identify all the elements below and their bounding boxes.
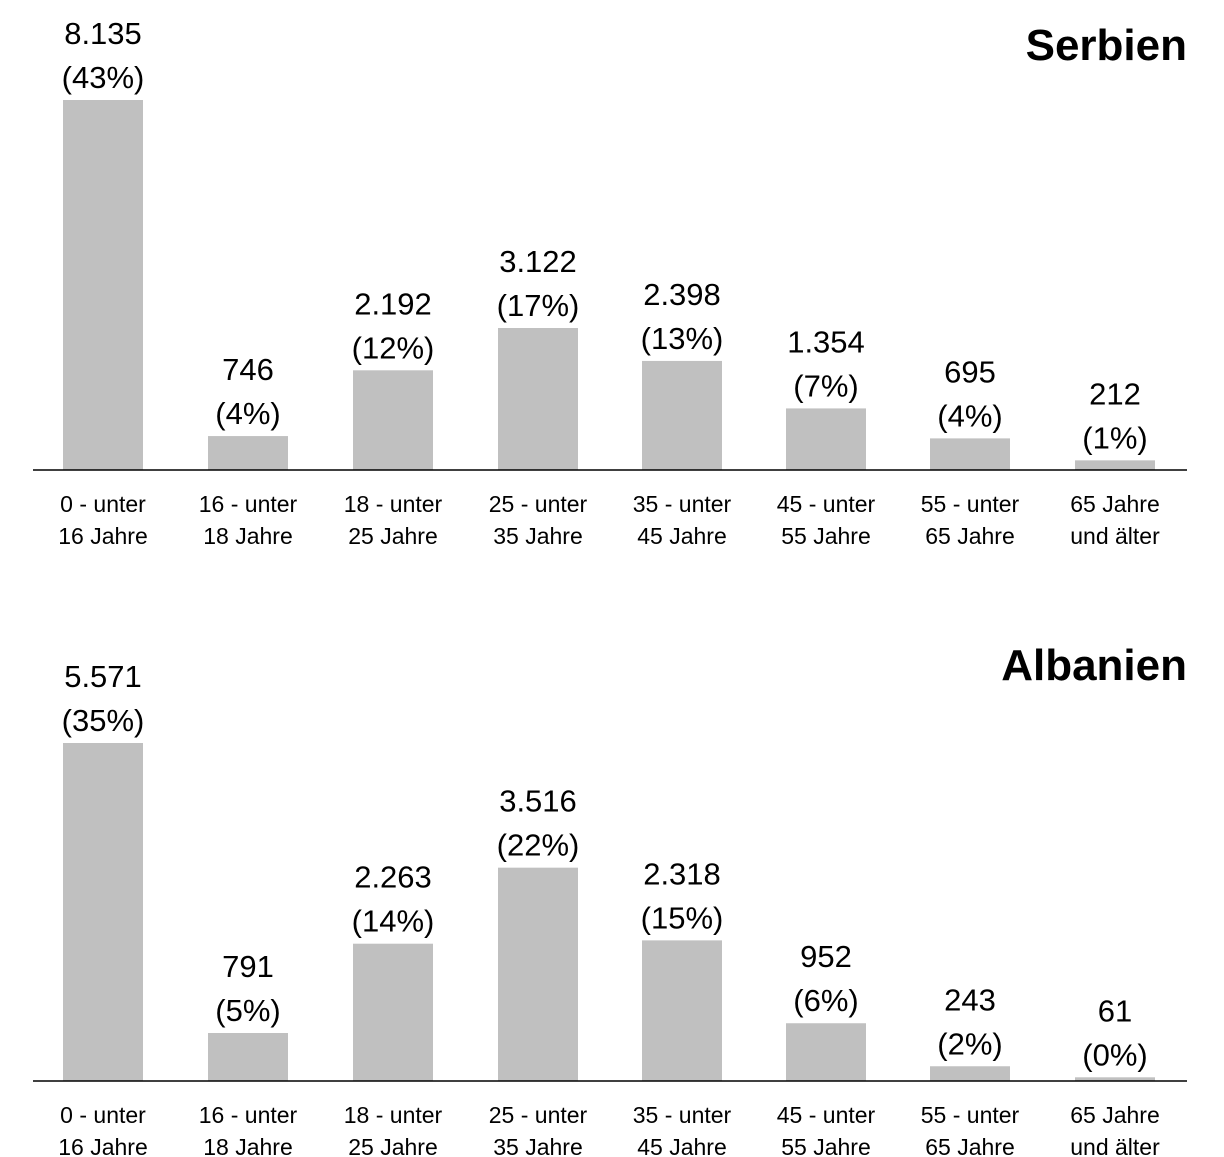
bar-percent-label: (1%) [1082,420,1147,455]
bar-value-label: 5.571 [64,659,142,694]
bar-percent-label: (22%) [497,828,580,863]
x-tick-label: 65 Jahre [1070,1102,1160,1128]
chart-title: Albanien [1001,641,1187,690]
x-tick-label: 25 Jahre [348,1134,438,1157]
x-tick-label: 45 Jahre [637,523,727,549]
bar [353,370,433,470]
bar-value-label: 2.318 [643,856,721,891]
bar-percent-label: (5%) [215,993,280,1028]
bar [786,1023,866,1081]
x-tick-label: 18 Jahre [203,523,293,549]
x-tick-label: 16 - unter [199,1102,298,1128]
bar [930,438,1010,470]
bar-value-label: 2.192 [354,286,432,321]
bar-percent-label: (12%) [352,330,435,365]
x-tick-label: und älter [1070,523,1160,549]
bar [353,944,433,1081]
x-tick-label: 55 - unter [921,1102,1020,1128]
x-tick-label: 25 - unter [489,1102,588,1128]
bar [63,743,143,1081]
x-tick-label: 35 - unter [633,1102,732,1128]
bar-value-label: 1.354 [787,324,865,359]
bar [208,436,288,470]
x-tick-label: 18 - unter [344,1102,443,1128]
x-tick-label: 25 Jahre [348,523,438,549]
bar [1075,460,1155,470]
x-tick-label: 16 Jahre [58,1134,148,1157]
x-tick-label: 55 Jahre [781,523,871,549]
bar-percent-label: (17%) [497,288,580,323]
x-tick-label: 0 - unter [60,1102,146,1128]
bar-percent-label: (7%) [793,368,858,403]
bar-value-label: 3.122 [499,244,577,279]
x-tick-label: 65 Jahre [1070,491,1160,517]
bar-value-label: 3.516 [499,784,577,819]
bar-value-label: 61 [1098,993,1132,1028]
bar-percent-label: (0%) [1082,1037,1147,1072]
bar [63,100,143,470]
bar [786,408,866,470]
bar-percent-label: (4%) [937,398,1002,433]
bar-percent-label: (4%) [215,396,280,431]
x-tick-label: 35 Jahre [493,523,583,549]
x-tick-label: 55 - unter [921,491,1020,517]
x-tick-label: 18 Jahre [203,1134,293,1157]
bar-value-label: 746 [222,352,274,387]
bar-value-label: 212 [1089,376,1141,411]
bar-value-label: 952 [800,939,852,974]
bar [642,361,722,470]
x-tick-label: 35 - unter [633,491,732,517]
bar-value-label: 8.135 [64,16,142,51]
bar-value-label: 2.263 [354,860,432,895]
bar-value-label: 2.398 [643,277,721,312]
bar-percent-label: (14%) [352,904,435,939]
bar [498,328,578,470]
bar [642,940,722,1081]
bar-value-label: 791 [222,949,274,984]
bar-percent-label: (6%) [793,983,858,1018]
x-tick-label: 65 Jahre [925,1134,1015,1157]
bar [208,1033,288,1081]
x-tick-label: 65 Jahre [925,523,1015,549]
x-tick-label: 25 - unter [489,491,588,517]
bar [930,1066,1010,1081]
x-tick-label: 0 - unter [60,491,146,517]
bar-percent-label: (35%) [62,703,145,738]
chart-title: Serbien [1026,21,1187,70]
bar-value-label: 243 [944,982,996,1017]
bar [498,868,578,1081]
bar-percent-label: (15%) [641,900,724,935]
bar-percent-label: (13%) [641,321,724,356]
x-tick-label: 16 - unter [199,491,298,517]
x-tick-label: 45 Jahre [637,1134,727,1157]
bar-percent-label: (43%) [62,60,145,95]
bar-percent-label: (2%) [937,1026,1002,1061]
x-tick-label: 45 - unter [777,491,876,517]
x-tick-label: 55 Jahre [781,1134,871,1157]
x-tick-label: 45 - unter [777,1102,876,1128]
x-tick-label: 35 Jahre [493,1134,583,1157]
x-tick-label: und älter [1070,1134,1160,1157]
x-tick-label: 18 - unter [344,491,443,517]
x-tick-label: 16 Jahre [58,523,148,549]
bar-value-label: 695 [944,354,996,389]
